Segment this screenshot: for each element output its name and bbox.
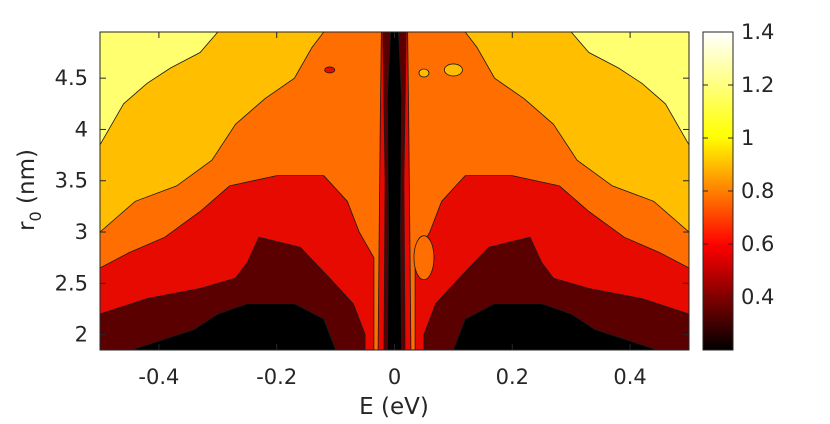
y-tick-label: 2 (75, 323, 88, 347)
x-tick-label: 0.2 (496, 365, 529, 389)
y-tick-label: 4 (75, 117, 88, 141)
colorbar-tick-label: 1.2 (741, 73, 774, 97)
contour-bands (100, 32, 689, 350)
contour-island-4 (418, 68, 430, 78)
x-tick-label: -0.4 (138, 365, 179, 389)
y-tick-label: 3 (75, 220, 88, 244)
colorbar-ticks: 0.4 0.6 0.8 1 1.2 1.4 (703, 20, 774, 309)
y-axis-label-main: r (14, 221, 40, 231)
contour-island-2 (324, 66, 336, 74)
x-tick-label: -0.2 (256, 365, 297, 389)
band-1-2-to-1-4-right (570, 32, 689, 146)
x-tick-label: 0.4 (613, 365, 646, 389)
band-below-0-4-right (452, 303, 659, 350)
y-axis-label-subscript: 0 (26, 211, 45, 221)
colorbar: 0.4 0.6 0.8 1 1.2 1.4 (702, 20, 774, 351)
x-axis-ticks: -0.4 -0.2 0 0.2 0.4 (138, 32, 647, 389)
contour-islands (324, 63, 463, 281)
band-1-2-to-1-4-left (100, 32, 219, 146)
center-ridge (377, 32, 412, 350)
colorbar-tick-label: 0.6 (741, 232, 774, 256)
x-tick-label: 0 (388, 365, 401, 389)
colorbar-tick-label: 1 (741, 126, 754, 150)
y-axis-label-unit: (nm) (14, 149, 40, 211)
y-axis-ticks: 2 2.5 3 3.5 4 4.5 (55, 66, 689, 347)
x-axis-label: E (eV) (359, 394, 429, 420)
y-tick-label: 3.5 (55, 169, 88, 193)
y-tick-label: 4.5 (55, 66, 88, 90)
band-1-0-to-1-2-right (464, 32, 689, 233)
band-1-0-to-1-2-left (100, 32, 325, 233)
colorbar-tick-label: 0.8 (741, 179, 774, 203)
ridge-core (386, 32, 403, 350)
plot-area (100, 32, 689, 350)
band-below-0-4-left (130, 303, 337, 350)
y-tick-label: 2.5 (55, 271, 88, 295)
contour-island-3 (443, 63, 463, 77)
colorbar-tick-label: 0.4 (741, 285, 774, 309)
colorbar-tick-label: 1.4 (741, 20, 774, 44)
contour-island-1 (413, 235, 435, 281)
y-axis-label: r0 (nm) (14, 149, 45, 231)
